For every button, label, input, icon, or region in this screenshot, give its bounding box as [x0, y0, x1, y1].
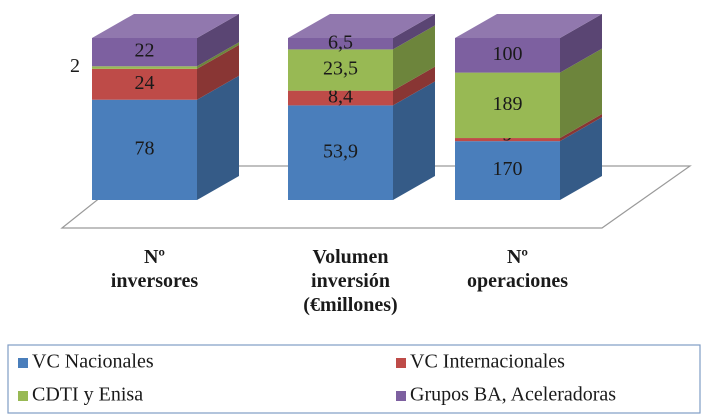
bar-front: [92, 66, 197, 69]
bar-side: [393, 14, 435, 50]
x-tick-label-line: (€millones): [303, 294, 397, 316]
bar-side: [197, 75, 239, 200]
data-label: 78: [135, 137, 155, 159]
bar-front: [92, 68, 197, 100]
bar-side: [197, 44, 239, 100]
bar-side: [197, 42, 239, 69]
bar-side: [393, 66, 435, 106]
x-tick-label: Volumen inversión (€millones): [303, 246, 397, 316]
bar-top: [288, 14, 435, 38]
legend-swatch: [396, 358, 406, 368]
legend-swatch: [18, 358, 28, 368]
x-tick-label: Nº inversores: [111, 246, 199, 292]
bar-segment: [455, 48, 602, 139]
bar-segment: [92, 75, 239, 200]
bar-top: [455, 14, 602, 38]
bar-segment: [455, 14, 602, 73]
bar-segment: [288, 25, 435, 91]
x-tick-label-line: inversores: [111, 270, 199, 292]
legend-label: CDTI y Enisa: [32, 384, 143, 406]
bar-side: [560, 14, 602, 73]
data-label: 2: [70, 55, 80, 77]
bar-side: [197, 14, 239, 67]
legend-swatch: [396, 391, 406, 401]
data-label: 24: [135, 72, 155, 94]
bar-segment: [288, 81, 435, 200]
bar-front: [455, 141, 560, 200]
bar-side: [560, 117, 602, 200]
data-label: 8,4: [328, 86, 353, 108]
data-label: 23,5: [323, 58, 358, 80]
bar-front: [288, 49, 393, 91]
bar-side: [560, 48, 602, 139]
bar-top: [92, 14, 239, 38]
x-tick-label-line: Nº: [507, 246, 528, 268]
bar-front: [288, 90, 393, 106]
bar-segment: [92, 14, 239, 67]
bar-front: [288, 38, 393, 50]
bar-segment: [288, 66, 435, 106]
data-label: 189: [493, 93, 523, 115]
x-tick-label-line: Nº: [144, 246, 165, 268]
legend-label: VC Internacionales: [410, 351, 565, 373]
legend-label: VC Nacionales: [32, 351, 154, 373]
bar-segment: [455, 114, 602, 142]
bar-front: [455, 138, 560, 142]
bar-segment: [455, 117, 602, 200]
bar-segment: [92, 42, 239, 69]
data-label: 22: [135, 40, 155, 62]
bar-side: [560, 114, 602, 142]
bar-segment: [288, 14, 435, 50]
x-tick-label: Nº operaciones: [467, 246, 568, 292]
bar-front: [92, 99, 197, 200]
data-label: 170: [493, 158, 523, 180]
data-label: 6,5: [328, 31, 353, 53]
legend-box: [7, 344, 701, 414]
bar-front: [455, 72, 560, 139]
x-tick-label-line: operaciones: [467, 270, 568, 292]
bar-front: [455, 38, 560, 73]
bar-front: [288, 105, 393, 200]
legend-swatch: [18, 391, 28, 401]
x-tick-label-line: inversión: [311, 270, 390, 292]
bar-side: [393, 25, 435, 91]
x-tick-label-line: Volumen: [313, 246, 389, 268]
data-label: 100: [493, 43, 523, 65]
bar-segment: [92, 44, 239, 100]
data-label: 53,9: [323, 140, 358, 162]
legend-label: Grupos BA, Aceleradoras: [410, 384, 616, 406]
bar-front: [92, 38, 197, 67]
bar-side: [393, 81, 435, 200]
